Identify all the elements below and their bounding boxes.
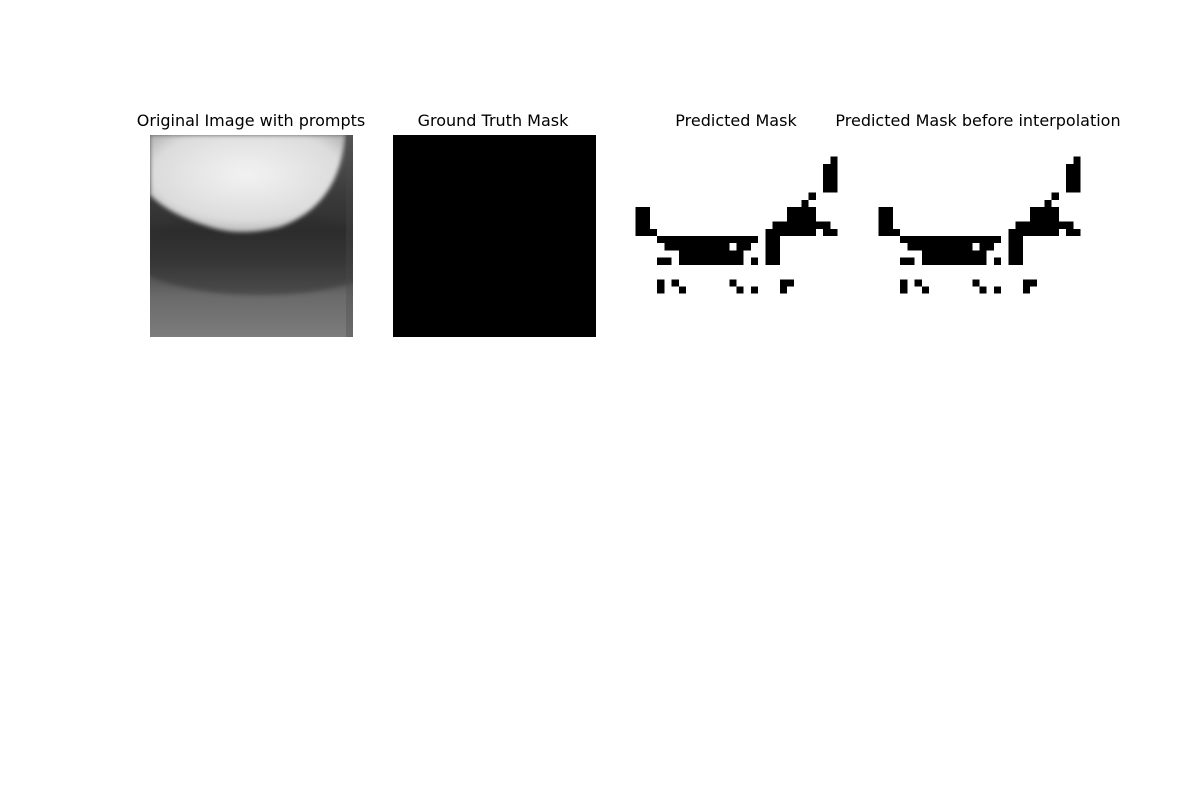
original-image-panel [150,135,353,337]
panel-title-ground-truth: Ground Truth Mask [417,111,569,130]
panel-title-before-interpolation: Predicted Mask before interpolation [835,111,1121,130]
predicted-mask-before-interpolation-image [878,135,1081,337]
ground-truth-mask-panel [393,135,596,337]
predicted-mask-before-interpolation-panel [878,135,1081,337]
panel-title-predicted: Predicted Mask [675,111,797,130]
ct-slice-image [150,135,353,337]
predicted-mask-image [635,135,838,337]
panel-title-original: Original Image with prompts [136,111,366,130]
predicted-mask-panel [635,135,838,337]
